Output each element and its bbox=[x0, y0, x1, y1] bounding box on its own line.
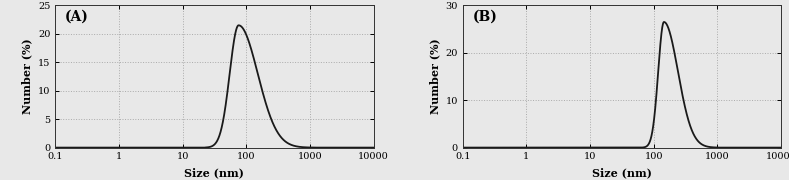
Y-axis label: Number (%): Number (%) bbox=[21, 39, 32, 114]
X-axis label: Size (nm): Size (nm) bbox=[592, 167, 652, 178]
Y-axis label: Number (%): Number (%) bbox=[429, 39, 440, 114]
Text: (B): (B) bbox=[473, 10, 497, 24]
X-axis label: Size (nm): Size (nm) bbox=[185, 167, 245, 178]
Text: (A): (A) bbox=[65, 10, 88, 24]
